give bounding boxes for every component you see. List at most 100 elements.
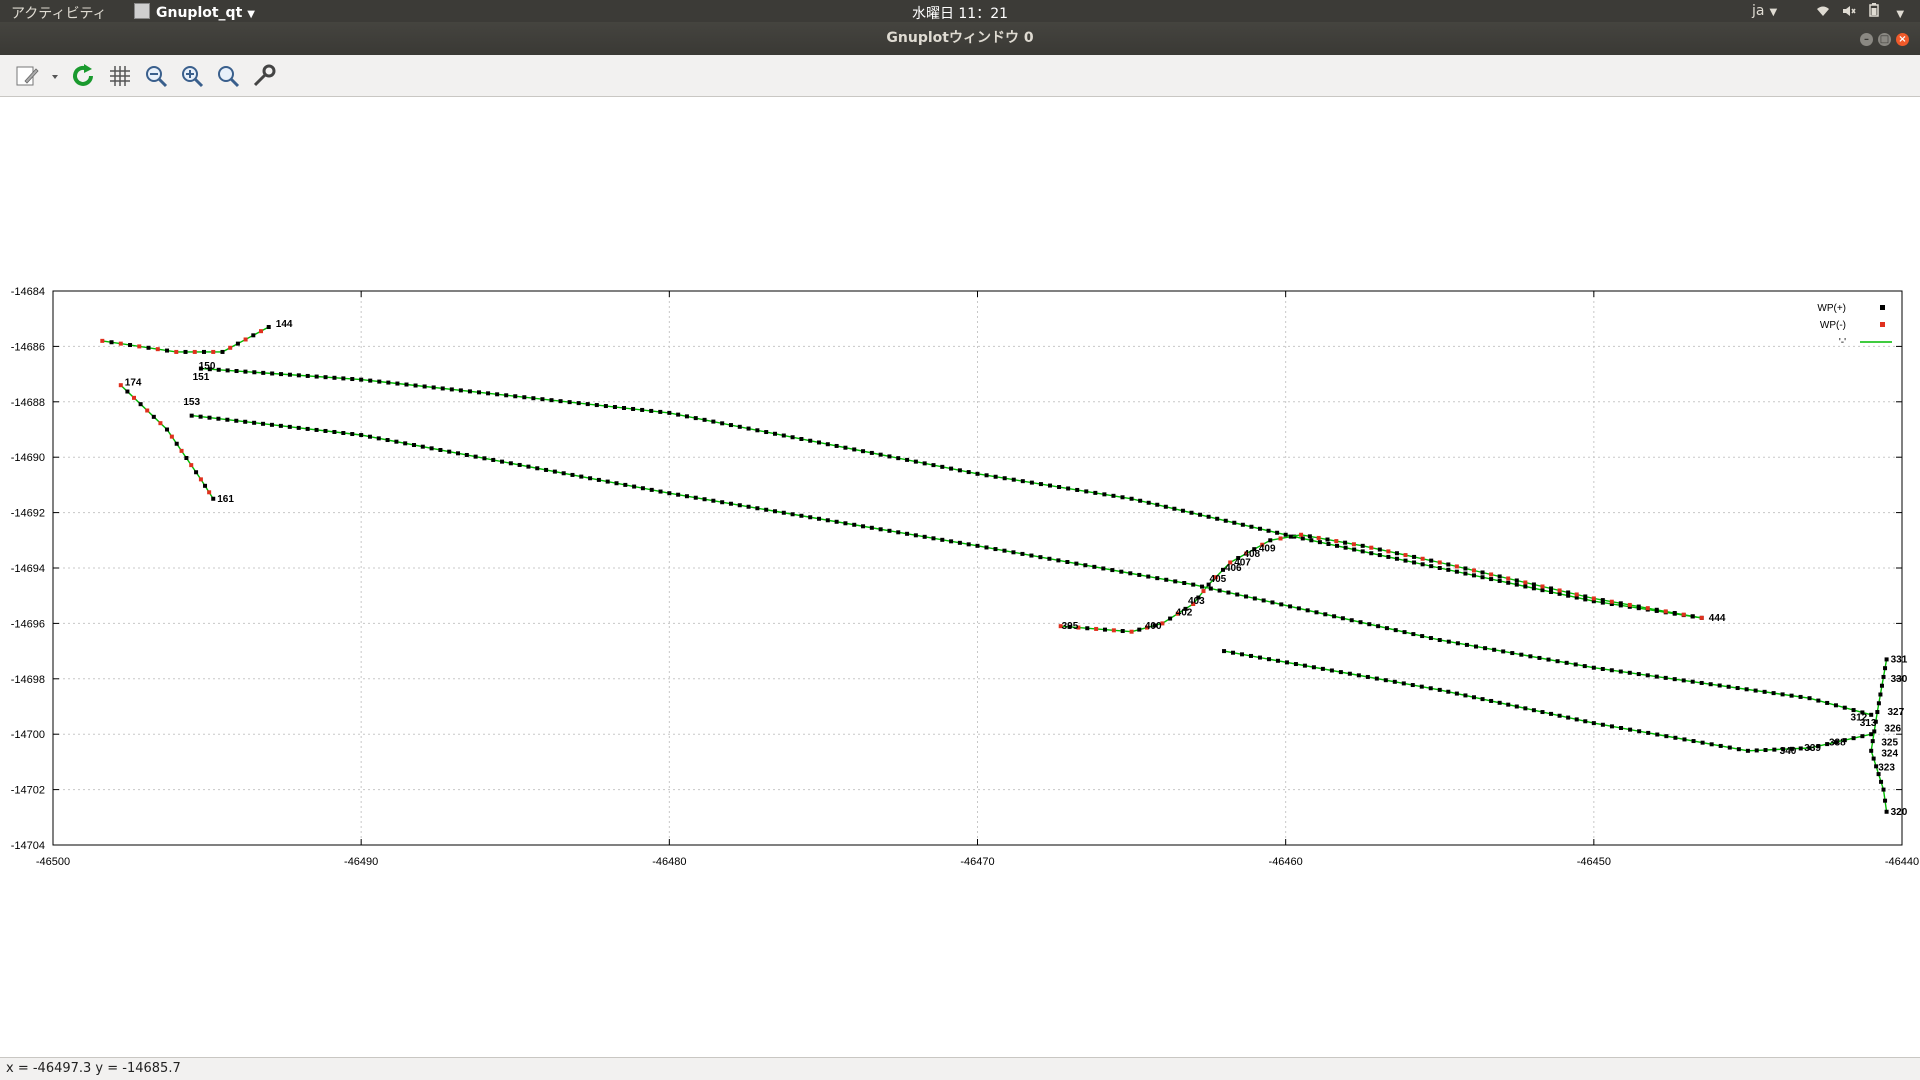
- waypoint-label: 151: [193, 372, 210, 383]
- waypoint-marker: [1334, 539, 1339, 544]
- grid-button[interactable]: [107, 63, 133, 89]
- waypoint-marker: [913, 533, 918, 538]
- waypoint-marker: [649, 487, 654, 492]
- waypoint-label: 325: [1881, 738, 1898, 749]
- waypoint-marker: [174, 441, 179, 446]
- waypoint-marker: [1627, 602, 1632, 607]
- y-tick-label: -14694: [11, 563, 45, 575]
- waypoint-marker: [1807, 696, 1812, 701]
- waypoint-marker: [905, 531, 910, 536]
- waypoint-marker: [1591, 596, 1596, 601]
- waypoint-marker: [1119, 569, 1124, 574]
- waypoint-marker: [531, 396, 536, 401]
- waypoint-marker: [1293, 662, 1298, 667]
- waypoint-marker: [1654, 674, 1659, 679]
- waypoint-marker: [1376, 624, 1381, 629]
- zoom-in-button[interactable]: [179, 63, 205, 89]
- waypoint-marker: [1455, 641, 1460, 646]
- waypoint-marker: [1183, 606, 1188, 611]
- minimize-button[interactable]: –: [1860, 33, 1873, 46]
- waypoint-marker: [1300, 536, 1305, 541]
- y-tick-label: -14696: [11, 618, 45, 630]
- waypoint-marker: [1240, 522, 1245, 527]
- waypoint-marker: [1480, 697, 1485, 702]
- waypoint-marker: [1833, 703, 1838, 708]
- waypoint-marker: [1155, 502, 1160, 507]
- settings-button[interactable]: [251, 63, 277, 89]
- close-button[interactable]: ×: [1896, 33, 1909, 46]
- waypoint-marker: [429, 446, 434, 451]
- waypoint-marker: [1067, 624, 1072, 629]
- window-titlebar[interactable]: Gnuplotウィンドウ 0 – □ ×: [0, 22, 1920, 55]
- waypoint-marker: [1146, 574, 1151, 579]
- waypoint-marker: [1343, 545, 1348, 550]
- waypoint-marker: [1094, 626, 1099, 631]
- waypoint-marker: [1317, 540, 1322, 545]
- replot-button[interactable]: [71, 63, 97, 89]
- waypoint-marker: [1540, 710, 1545, 715]
- waypoint-marker: [1506, 576, 1511, 581]
- waypoint-marker: [1842, 705, 1847, 710]
- waypoint-marker: [1283, 532, 1288, 537]
- clock[interactable]: 水曜日 11：21: [911, 6, 1009, 22]
- waypoint-marker: [1189, 510, 1194, 515]
- waypoint-marker: [1429, 564, 1434, 569]
- waypoint-marker: [570, 472, 575, 477]
- waypoint-marker: [1377, 553, 1382, 558]
- waypoint-marker: [764, 430, 769, 435]
- input-method-menu[interactable]: ja ▼: [1752, 3, 1777, 19]
- waypoint-marker: [957, 540, 962, 545]
- waypoint-marker: [1120, 629, 1125, 634]
- waypoint-marker: [1618, 601, 1623, 606]
- zoom-out-button[interactable]: [143, 63, 169, 89]
- waypoint-marker: [314, 427, 319, 432]
- waypoint-marker: [183, 349, 188, 354]
- waypoint-marker: [878, 452, 883, 457]
- waypoint-marker: [1636, 604, 1641, 609]
- export-menu-button[interactable]: [14, 63, 58, 89]
- waypoint-marker: [869, 525, 874, 530]
- waypoint-marker: [1146, 500, 1151, 505]
- waypoint-marker: [1645, 606, 1650, 611]
- waypoint-marker: [1278, 536, 1283, 541]
- activities-button[interactable]: アクティビティ: [11, 6, 107, 22]
- waypoint-marker: [1574, 717, 1579, 722]
- waypoint-marker: [377, 379, 382, 384]
- waypoint-marker: [486, 391, 491, 396]
- plot-area[interactable]: -46500 -46490 -46480 -46470 -46460 -46450 -464…: [0, 97, 1920, 1058]
- waypoint-marker: [1463, 566, 1468, 571]
- zoom-reset-button[interactable]: [215, 63, 241, 89]
- waypoint-marker: [243, 419, 248, 424]
- waypoint-marker: [1807, 746, 1812, 751]
- waypoint-marker: [825, 518, 830, 523]
- waypoint-marker: [1393, 628, 1398, 633]
- waypoint-marker: [1160, 621, 1165, 626]
- waypoint-marker: [1047, 556, 1052, 561]
- waypoint-marker: [1367, 622, 1372, 627]
- waypoint-marker: [975, 471, 980, 476]
- waypoint-marker: [1252, 596, 1257, 601]
- legend-label-wp-plus: WP(+): [1817, 303, 1846, 314]
- waypoint-marker: [781, 510, 786, 515]
- waypoint-marker: [1600, 722, 1605, 727]
- waypoint-marker: [1048, 483, 1053, 488]
- waypoint-marker: [702, 417, 707, 422]
- waypoint-marker: [1206, 582, 1211, 587]
- waypoint-marker: [1609, 602, 1614, 607]
- waypoint-marker: [1471, 695, 1476, 700]
- route-line: [1223, 650, 1872, 752]
- waypoint-marker: [1020, 479, 1025, 484]
- plot-canvas[interactable]: -46500 -46490 -46480 -46470 -46460 -46450 -464…: [0, 97, 1920, 1057]
- waypoint-marker: [211, 349, 216, 354]
- waypoint-marker: [588, 476, 593, 481]
- waypoint-marker: [341, 430, 346, 435]
- waypoint-marker: [216, 416, 221, 421]
- waypoint-marker: [640, 407, 645, 412]
- chevron-down-icon: ▼: [247, 9, 255, 20]
- app-menu[interactable]: Gnuplot_qt ▼: [134, 3, 255, 21]
- waypoint-marker: [869, 450, 874, 455]
- system-tray[interactable]: ▼: [1816, 3, 1912, 21]
- waypoint-marker: [228, 345, 233, 350]
- maximize-button[interactable]: □: [1878, 33, 1891, 46]
- waypoint-marker: [243, 337, 248, 342]
